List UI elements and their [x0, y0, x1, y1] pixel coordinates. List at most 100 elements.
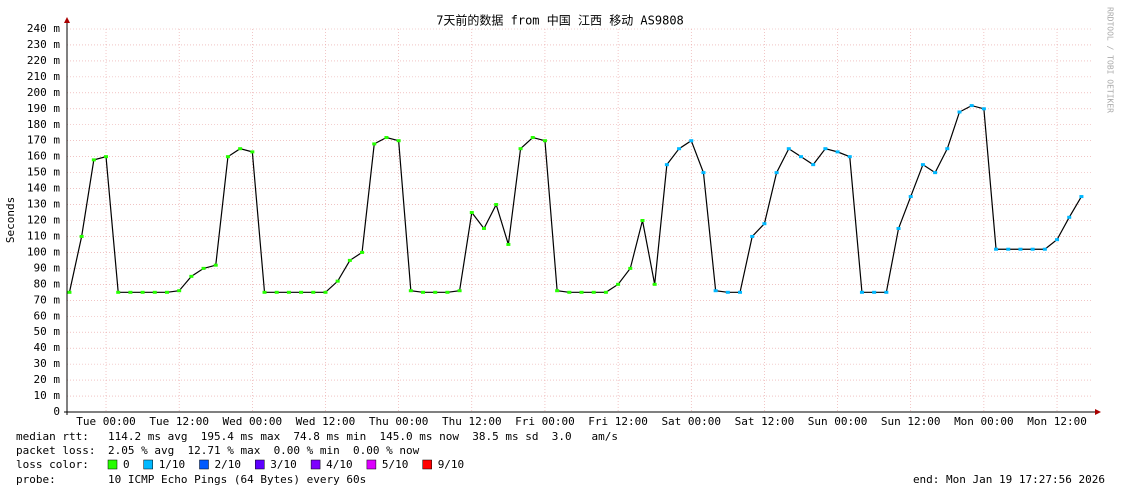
loss-point: [920, 163, 925, 167]
y-tick-label: 230 m: [27, 38, 60, 51]
loss-point: [250, 150, 255, 154]
loss-point: [677, 147, 682, 151]
y-tick-label: 70 m: [34, 293, 61, 306]
loss-point: [896, 226, 901, 230]
loss-point: [408, 289, 413, 293]
loss-point: [164, 290, 169, 294]
loss-point: [433, 290, 438, 294]
loss-point: [774, 171, 779, 175]
stat-text: 2.05 % avg 12.71 % max 0.00 % min 0.00 %…: [108, 444, 420, 457]
legend-swatch: [310, 459, 321, 470]
y-tick-label: 0: [53, 405, 60, 418]
loss-point: [872, 290, 877, 294]
loss-point: [104, 155, 109, 159]
y-tick-label: 30 m: [34, 357, 61, 370]
x-tick-label: Mon 12:00: [1027, 415, 1087, 428]
loss-point: [859, 290, 864, 294]
loss-point: [116, 290, 121, 294]
loss-point: [738, 290, 743, 294]
y-tick-label: 220 m: [27, 54, 60, 67]
x-tick-label: Sat 12:00: [735, 415, 795, 428]
loss-point: [469, 211, 474, 215]
legend-label: 9/10: [438, 458, 465, 471]
loss-point: [555, 289, 560, 293]
loss-point: [299, 290, 304, 294]
stat-text: 114.2 ms avg 195.4 ms max 74.8 ms min 14…: [108, 430, 618, 443]
y-tick-label: 210 m: [27, 70, 60, 83]
loss-point: [957, 110, 962, 114]
loss-point: [494, 203, 499, 207]
loss-point: [762, 222, 767, 226]
y-tick-label: 140 m: [27, 182, 60, 195]
loss-point: [933, 171, 938, 175]
legend-swatch: [143, 459, 153, 470]
loss-point: [421, 290, 426, 294]
loss-point: [140, 290, 145, 294]
y-tick-label: 150 m: [27, 166, 60, 179]
loss-point: [1067, 215, 1072, 219]
legend-label: 4/10: [326, 458, 353, 471]
legend-label: 0: [123, 458, 130, 471]
x-tick-label: Thu 12:00: [442, 415, 502, 428]
loss-point: [750, 234, 755, 238]
y-tick-label: 130 m: [27, 198, 60, 211]
y-tick-label: 50 m: [34, 325, 61, 338]
legend-swatch: [366, 459, 377, 470]
loss-point: [274, 290, 279, 294]
loss-point: [652, 282, 657, 286]
loss-point: [994, 247, 999, 251]
y-tick-label: 80 m: [34, 277, 61, 290]
loss-point: [945, 147, 950, 151]
y-tick-label: 20 m: [34, 373, 61, 386]
axis-arrow: [1095, 409, 1101, 415]
loss-point: [152, 290, 157, 294]
x-tick-label: Sat 00:00: [661, 415, 721, 428]
loss-point: [506, 242, 511, 246]
y-tick-label: 200 m: [27, 86, 60, 99]
y-tick-label: 100 m: [27, 245, 60, 258]
y-tick-label: 160 m: [27, 150, 60, 163]
loss-point: [628, 266, 633, 270]
stat-label: median rtt:: [16, 430, 89, 443]
loss-point: [396, 139, 401, 143]
loss-point: [67, 290, 72, 294]
loss-point: [213, 263, 218, 267]
chart-title: 7天前的数据 from 中国 江西 移动 AS9808: [436, 13, 684, 28]
legend-swatch: [199, 459, 209, 470]
loss-point: [1030, 247, 1035, 251]
loss-point: [189, 274, 194, 278]
loss-point: [323, 290, 328, 294]
stat-label: packet loss:: [16, 444, 95, 457]
y-tick-label: 40 m: [34, 341, 61, 354]
y-tick-label: 90 m: [34, 261, 61, 274]
y-tick-label: 110 m: [27, 229, 60, 242]
loss-point: [128, 290, 133, 294]
loss-point: [225, 155, 230, 159]
loss-point: [689, 139, 694, 143]
loss-point: [177, 289, 182, 293]
loss-point: [981, 107, 986, 111]
loss-point: [798, 155, 803, 159]
loss-point: [1006, 247, 1011, 251]
x-tick-label: Wed 12:00: [296, 415, 356, 428]
loss-point: [567, 290, 572, 294]
loss-point: [603, 290, 608, 294]
legend-swatch: [422, 459, 432, 470]
loss-point: [445, 290, 450, 294]
loss-point: [201, 266, 206, 270]
loss-point: [79, 234, 84, 238]
y-tick-label: 180 m: [27, 118, 60, 131]
loss-point: [286, 290, 291, 294]
y-tick-label: 120 m: [27, 214, 60, 227]
legend-swatch: [107, 459, 118, 470]
loss-point: [530, 136, 535, 140]
loss-point: [262, 290, 267, 294]
loss-point: [1042, 247, 1047, 251]
axis-arrow: [64, 17, 70, 23]
loss-point: [481, 226, 486, 230]
loss-point: [847, 155, 852, 159]
loss-point: [1018, 247, 1023, 251]
end-time: end: Mon Jan 19 17:27:56 2026: [913, 473, 1105, 486]
x-tick-label: Tue 12:00: [149, 415, 209, 428]
